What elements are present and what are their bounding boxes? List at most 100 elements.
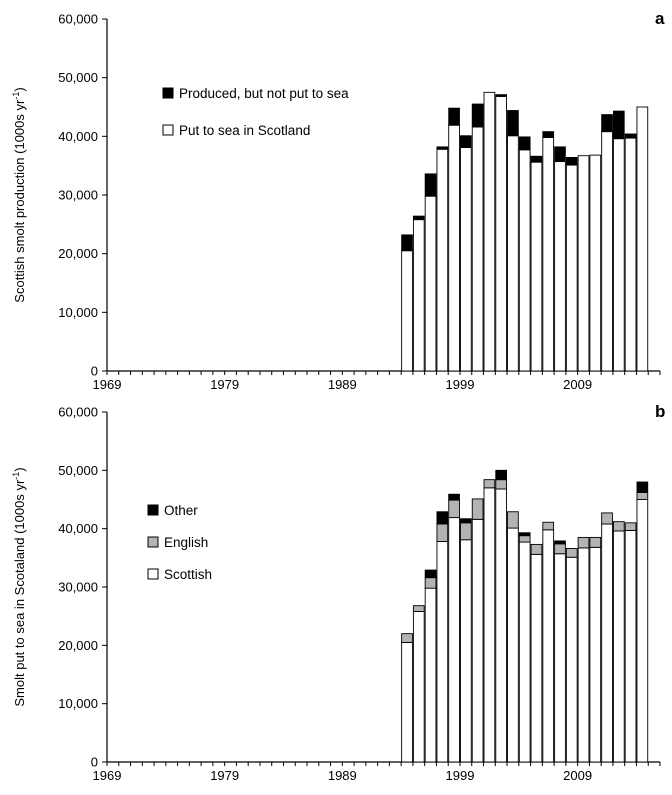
- bar-english-2009: [577, 536, 590, 549]
- legend-swatch-put-to-sea-in-scotland: [162, 124, 174, 136]
- bar-other-2002: [495, 469, 507, 481]
- bar-put-to-sea-in-scotland-2007: [554, 161, 566, 372]
- x-tick-label: 1969: [93, 377, 122, 392]
- x-tick-label: 2009: [563, 768, 592, 783]
- legend-swatch-other: [147, 504, 159, 516]
- bar-produced-but-not-put-to-sea-1994: [401, 234, 413, 252]
- bar-produced-but-not-put-to-sea-2008: [565, 157, 578, 166]
- x-tick-label: 1969: [93, 768, 122, 783]
- bar-put-to-sea-in-scotland-2010: [589, 154, 602, 372]
- bar-scottish-2014: [636, 499, 649, 763]
- bar-put-to-sea-in-scotland-2006: [542, 137, 555, 372]
- bar-put-to-sea-in-scotland-1995: [412, 219, 425, 372]
- bar-produced-but-not-put-to-sea-2003: [507, 110, 519, 137]
- y-tick-label: 40,000: [58, 521, 98, 536]
- bar-other-2004: [518, 532, 531, 537]
- legend-label: Scottish: [164, 567, 212, 582]
- legend-label: Produced, but not put to sea: [179, 86, 349, 101]
- bar-english-1994: [401, 633, 413, 643]
- bar-scottish-1995: [412, 611, 425, 763]
- bar-other-2007: [554, 540, 566, 545]
- bar-english-2006: [542, 521, 555, 531]
- bar-english-1997: [436, 523, 449, 542]
- bar-produced-but-not-put-to-sea-2000: [471, 103, 484, 128]
- bar-put-to-sea-in-scotland-2008: [565, 164, 578, 372]
- bar-english-2001: [483, 479, 496, 489]
- legend-swatch-english: [147, 536, 159, 548]
- bar-produced-but-not-put-to-sea-1996: [424, 173, 437, 197]
- panel-label: b: [655, 402, 665, 421]
- x-tick-label: 2009: [563, 377, 592, 392]
- x-tick-label: 1999: [446, 768, 475, 783]
- bar-put-to-sea-in-scotland-2009: [577, 155, 590, 372]
- bar-put-to-sea-in-scotland-2000: [471, 126, 484, 372]
- bar-put-to-sea-in-scotland-2004: [518, 149, 531, 372]
- bar-english-1996: [424, 577, 437, 589]
- y-tick-label: 50,000: [58, 70, 98, 85]
- bar-scottish-2003: [507, 527, 519, 763]
- panel-label: a: [655, 9, 665, 28]
- bar-put-to-sea-in-scotland-1998: [448, 124, 460, 372]
- bar-scottish-2004: [518, 541, 531, 763]
- x-tick-label: 1999: [446, 377, 475, 392]
- bar-english-2013: [624, 522, 637, 531]
- y-axis-label: Scottish smolt production (1000s yr-1): [11, 87, 27, 302]
- bar-produced-but-not-put-to-sea-1999: [460, 135, 472, 148]
- bar-produced-but-not-put-to-sea-2002: [495, 94, 507, 97]
- bar-english-2000: [471, 498, 484, 520]
- bar-english-2003: [507, 511, 519, 529]
- legend-swatch-scottish: [147, 568, 159, 580]
- bar-other-1997: [436, 511, 449, 525]
- y-tick-label: 30,000: [58, 188, 98, 203]
- y-axis-label: Smolt put to sea in Scotaland (1000s yr-…: [11, 467, 27, 706]
- bar-produced-but-not-put-to-sea-1998: [448, 107, 460, 126]
- legend-label: Other: [164, 503, 198, 518]
- x-tick-label: 1979: [210, 768, 239, 783]
- bar-english-1999: [460, 522, 472, 541]
- y-tick-label: 20,000: [58, 246, 98, 261]
- bar-produced-but-not-put-to-sea-2006: [542, 131, 555, 138]
- bar-other-1998: [448, 493, 460, 501]
- x-tick-label: 1989: [328, 768, 357, 783]
- y-tick-label: 60,000: [58, 405, 98, 420]
- bar-produced-but-not-put-to-sea-2005: [530, 155, 543, 163]
- bar-produced-but-not-put-to-sea-2007: [554, 146, 566, 163]
- bar-put-to-sea-in-scotland-2005: [530, 161, 543, 372]
- bar-english-1995: [412, 605, 425, 612]
- bar-english-2014: [636, 492, 649, 500]
- y-tick-label: 20,000: [58, 638, 98, 653]
- y-tick-label: 10,000: [58, 305, 98, 320]
- bar-produced-but-not-put-to-sea-2004: [518, 136, 531, 151]
- y-tick-label: 0: [91, 755, 98, 770]
- bar-scottish-2001: [483, 487, 496, 763]
- bar-english-2008: [565, 548, 578, 558]
- bar-scottish-1996: [424, 587, 437, 763]
- bar-scottish-2008: [565, 556, 578, 763]
- bar-scottish-2005: [530, 553, 543, 763]
- bar-scottish-1998: [448, 517, 460, 763]
- bar-english-2010: [589, 536, 602, 548]
- bar-put-to-sea-in-scotland-2012: [612, 138, 625, 372]
- y-tick-label: 0: [91, 364, 98, 379]
- bar-other-2014: [636, 481, 649, 493]
- bar-scottish-1994: [401, 641, 413, 763]
- bar-produced-but-not-put-to-sea-2012: [612, 110, 625, 140]
- bar-scottish-1999: [460, 539, 472, 763]
- bar-put-to-sea-in-scotland-2003: [507, 135, 519, 372]
- bar-english-2005: [530, 543, 543, 555]
- y-tick-label: 40,000: [58, 129, 98, 144]
- bar-scottish-2006: [542, 529, 555, 763]
- bar-put-to-sea-in-scotland-2013: [624, 137, 637, 372]
- bar-other-1999: [460, 518, 472, 524]
- bar-put-to-sea-in-scotland-1994: [401, 250, 413, 372]
- bar-scottish-2010: [589, 546, 602, 763]
- x-tick-label: 1989: [328, 377, 357, 392]
- y-tick-label: 30,000: [58, 580, 98, 595]
- bar-scottish-2011: [601, 523, 613, 763]
- bar-english-2012: [612, 521, 625, 532]
- legend-label: English: [164, 535, 208, 550]
- bar-scottish-1997: [436, 541, 449, 763]
- bar-english-1998: [448, 499, 460, 519]
- bar-produced-but-not-put-to-sea-2011: [601, 114, 613, 133]
